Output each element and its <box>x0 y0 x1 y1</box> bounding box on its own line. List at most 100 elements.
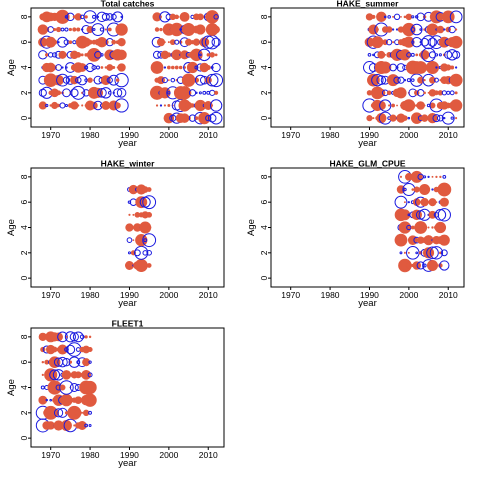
residual-bubble-positive <box>392 15 395 18</box>
residual-bubble-negative <box>437 208 451 222</box>
residual-bubble-positive <box>389 114 397 122</box>
residual-bubble-negative <box>433 77 439 83</box>
y-tick-label: 4 <box>259 225 269 230</box>
residual-bubble-positive <box>68 27 72 32</box>
residual-bubble-positive <box>427 188 430 191</box>
x-tick-label: 2000 <box>159 450 178 460</box>
x-tick-label: 1990 <box>360 130 379 140</box>
residual-bubble-positive <box>214 53 218 57</box>
residual-bubble-positive <box>164 41 166 44</box>
residual-bubble-negative <box>97 87 107 98</box>
residual-bubble-negative <box>421 35 436 50</box>
residual-bubble-negative <box>426 246 439 260</box>
residual-bubble-positive <box>41 360 45 364</box>
y-tick-label: 0 <box>19 276 29 281</box>
residual-bubble-positive <box>80 53 84 57</box>
residual-bubble-negative <box>395 28 399 31</box>
residual-bubble-positive <box>68 40 73 45</box>
residual-bubble-positive <box>83 393 97 407</box>
residual-bubble-negative <box>411 15 415 19</box>
residual-bubble-positive <box>435 175 438 178</box>
residual-bubble-negative <box>198 53 202 57</box>
residual-bubble-positive <box>196 13 204 21</box>
x-tick-label: 2010 <box>439 130 458 140</box>
residual-bubble-positive <box>170 65 175 70</box>
residual-bubble-positive <box>159 15 163 18</box>
residual-bubble-negative <box>383 15 387 19</box>
x-tick-label: 1970 <box>281 130 300 140</box>
residual-bubble-positive <box>135 234 148 247</box>
residual-bubble-positive <box>403 36 415 48</box>
y-tick-label: 8 <box>19 174 29 179</box>
residual-bubble-positive <box>146 212 152 218</box>
residual-bubble-negative <box>113 88 123 98</box>
residual-bubble-negative <box>423 175 427 179</box>
residual-bubble-positive <box>399 175 403 178</box>
x-tick-label: 2010 <box>199 290 218 300</box>
residual-bubble-negative <box>419 28 422 31</box>
bubble-group <box>362 10 463 125</box>
residual-bubble-positive <box>75 52 82 58</box>
residual-bubble-positive <box>450 65 455 70</box>
residual-bubble-positive <box>455 28 458 31</box>
x-axis-label: year <box>118 298 136 309</box>
residual-bubble-positive <box>410 102 416 109</box>
residual-bubble-negative <box>429 246 444 260</box>
y-tick-label: 4 <box>19 65 29 70</box>
residual-bubble-positive <box>199 37 210 48</box>
residual-bubble-positive <box>439 175 442 179</box>
residual-bubble-negative <box>88 360 92 364</box>
residual-bubble-positive <box>384 53 387 56</box>
residual-bubble-negative <box>146 250 152 256</box>
residual-bubble-positive <box>146 187 152 192</box>
y-tick-label: 8 <box>19 14 29 19</box>
residual-bubble-negative <box>79 334 85 340</box>
residual-bubble-negative <box>209 99 223 112</box>
residual-bubble-positive <box>64 411 68 415</box>
residual-bubble-positive <box>449 99 463 112</box>
x-tick-label: 1990 <box>120 450 139 460</box>
residual-bubble-positive <box>128 213 131 216</box>
residual-bubble-negative <box>70 88 79 98</box>
residual-bubble-positive <box>76 27 81 32</box>
residual-bubble-negative <box>376 75 387 86</box>
residual-bubble-positive <box>410 225 415 230</box>
residual-bubble-negative <box>427 37 438 47</box>
residual-bubble-negative <box>410 27 416 32</box>
residual-bubble-positive <box>379 61 392 74</box>
panel-title: HAKE_GLM_CPUE <box>329 159 405 169</box>
residual-bubble-positive <box>107 27 112 32</box>
residual-bubble-negative <box>152 50 162 59</box>
residual-bubble-positive <box>146 263 152 268</box>
residual-bubble-positive <box>435 264 438 267</box>
residual-bubble-positive <box>429 76 436 84</box>
x-tick-label: 1980 <box>81 290 100 300</box>
residual-bubble-negative <box>142 250 148 256</box>
residual-bubble-positive <box>156 38 166 47</box>
residual-bubble-positive <box>56 90 62 96</box>
residual-bubble-positive <box>375 27 379 32</box>
residual-bubble-positive <box>167 79 170 82</box>
residual-bubble-negative <box>442 174 447 179</box>
residual-bubble-negative <box>161 77 168 84</box>
residual-bubble-positive <box>405 13 413 21</box>
x-tick-label: 1980 <box>321 290 340 300</box>
residual-bubble-positive <box>435 201 438 204</box>
residual-bubble-positive <box>154 27 160 32</box>
residual-bubble-positive <box>74 396 83 404</box>
residual-bubble-positive <box>410 112 423 124</box>
residual-bubble-negative <box>202 90 207 95</box>
y-tick-label: 2 <box>259 90 269 95</box>
residual-bubble-negative <box>174 39 180 45</box>
residual-bubble-positive <box>112 65 116 70</box>
residual-bubble-positive <box>367 73 380 87</box>
residual-bubble-positive <box>84 335 88 339</box>
residual-bubble-positive <box>180 50 190 60</box>
residual-bubble-positive <box>159 66 163 69</box>
residual-bubble-positive <box>404 91 406 94</box>
residual-bubble-negative <box>432 114 441 123</box>
residual-bubble-positive <box>100 66 104 69</box>
residual-bubble-negative <box>100 53 104 57</box>
